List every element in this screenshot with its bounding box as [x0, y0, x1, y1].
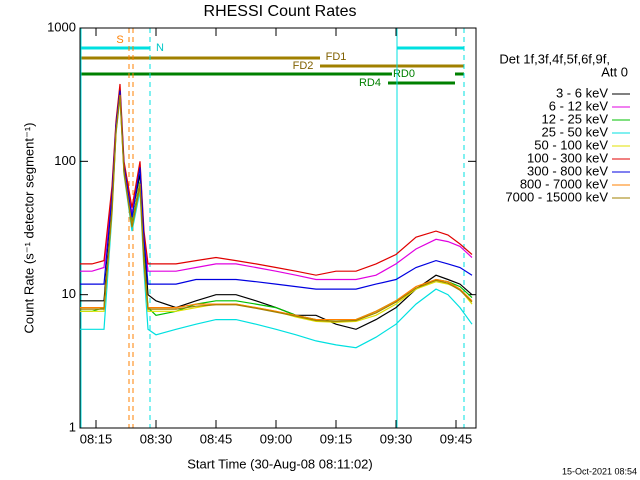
legend-label: 25 - 50 keV: [542, 124, 609, 139]
y-tick-label: 1: [69, 419, 76, 434]
x-tick-label: 08:30: [140, 431, 173, 446]
legend-label: 50 - 100 keV: [534, 137, 608, 152]
series-line: [80, 95, 473, 323]
chart-title: RHESSI Count Rates: [204, 3, 357, 20]
footer: 15-Oct-2021 08:54: [562, 466, 637, 476]
ann-label: RD0: [393, 68, 415, 80]
legend-title: Det 1f,3f,4f,5f,6f,9f,: [499, 51, 610, 66]
legend-label: 300 - 800 keV: [527, 163, 608, 178]
series-line: [80, 83, 473, 276]
ann-label: FD1: [326, 51, 347, 63]
ann-label: S: [116, 34, 123, 46]
x-tick-label: 09:45: [440, 431, 473, 446]
legend-label: 6 - 12 keV: [549, 98, 609, 113]
y-tick-label: 1000: [47, 19, 76, 34]
legend-label: 800 - 7000 keV: [520, 176, 609, 191]
legend-title: Att 0: [601, 64, 628, 79]
ann-label: FD2: [293, 60, 314, 72]
y-axis-label: Count Rate (s⁻¹ detector segment⁻¹): [21, 123, 36, 334]
y-tick-label: 100: [54, 153, 76, 168]
legend-label: 100 - 300 keV: [527, 150, 608, 165]
x-tick-label: 09:15: [320, 431, 353, 446]
legend-label: 3 - 6 keV: [556, 85, 608, 100]
y-tick-label: 10: [62, 286, 76, 301]
x-axis-label: Start Time (30-Aug-08 08:11:02): [187, 456, 372, 471]
x-tick-label: 08:15: [80, 431, 113, 446]
ann-label: RD4: [359, 77, 381, 89]
legend-label: 7000 - 15000 keV: [505, 189, 608, 204]
annotations: S N FD1 FD2 RD0 RD4: [80, 28, 465, 428]
x-tick-label: 09:00: [260, 431, 293, 446]
x-tick-label: 08:45: [200, 431, 233, 446]
x-tick-label: 09:30: [380, 431, 413, 446]
ann-label: N: [156, 42, 164, 54]
legend-label: 12 - 25 keV: [542, 111, 609, 126]
plot-frame: [79, 27, 477, 429]
